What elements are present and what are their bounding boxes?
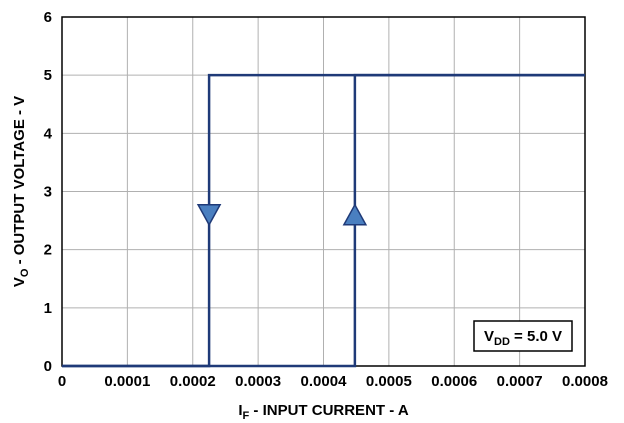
y-axis-label: VO - OUTPUT VOLTAGE - V bbox=[11, 96, 31, 287]
x-tick-label: 0.0005 bbox=[366, 373, 412, 390]
vdd-callout: VDD = 5.0 V bbox=[473, 320, 573, 352]
x-axis-label-subscript: F bbox=[243, 410, 250, 422]
x-tick-label: 0.0006 bbox=[431, 373, 477, 390]
direction-arrow-down bbox=[196, 204, 222, 227]
x-tick-label: 0.0007 bbox=[497, 373, 543, 390]
vdd-callout-main: V bbox=[484, 328, 494, 345]
vdd-callout-box bbox=[473, 320, 573, 352]
direction-arrow-up bbox=[342, 203, 368, 226]
x-axis-label-rest: - INPUT CURRENT - A bbox=[249, 402, 409, 419]
x-tick-label: 0.0008 bbox=[562, 373, 608, 390]
y-tick-label: 5 bbox=[44, 67, 52, 84]
y-tick-label: 2 bbox=[44, 242, 52, 259]
x-tick-label: 0.0002 bbox=[170, 373, 216, 390]
y-tick-label: 1 bbox=[44, 300, 52, 317]
y-axis-label-main: V bbox=[11, 277, 28, 287]
grid bbox=[61, 16, 586, 367]
x-axis-label: IF - INPUT CURRENT - A bbox=[238, 402, 409, 422]
x-tick-label: 0.0004 bbox=[301, 373, 348, 390]
x-tick-labels: 0 0.0001 0.0002 0.0003 0.0004 0.0005 0.0006 0.0… bbox=[58, 373, 608, 390]
series-layer bbox=[62, 73, 585, 368]
y-axis-label-rest: - OUTPUT VOLTAGE - V bbox=[11, 96, 28, 269]
y-axis-label-subscript: O bbox=[19, 268, 31, 277]
y-tick-label: 6 bbox=[44, 9, 52, 26]
x-tick-label: 0.0003 bbox=[235, 373, 281, 390]
vdd-callout-text: VDD = 5.0 V bbox=[484, 328, 562, 348]
vdd-callout-subscript: DD bbox=[494, 336, 510, 348]
y-tick-labels: 0 1 2 3 4 5 6 bbox=[44, 9, 53, 375]
x-tick-label: 0 bbox=[58, 373, 66, 390]
vdd-callout-rest: = 5.0 V bbox=[510, 328, 562, 345]
x-tick-label: 0.0001 bbox=[104, 373, 150, 390]
y-tick-label: 3 bbox=[44, 184, 52, 201]
y-tick-label: 4 bbox=[44, 125, 53, 142]
x-axis-label-main: I bbox=[238, 402, 242, 419]
y-tick-label: 0 bbox=[44, 358, 52, 375]
